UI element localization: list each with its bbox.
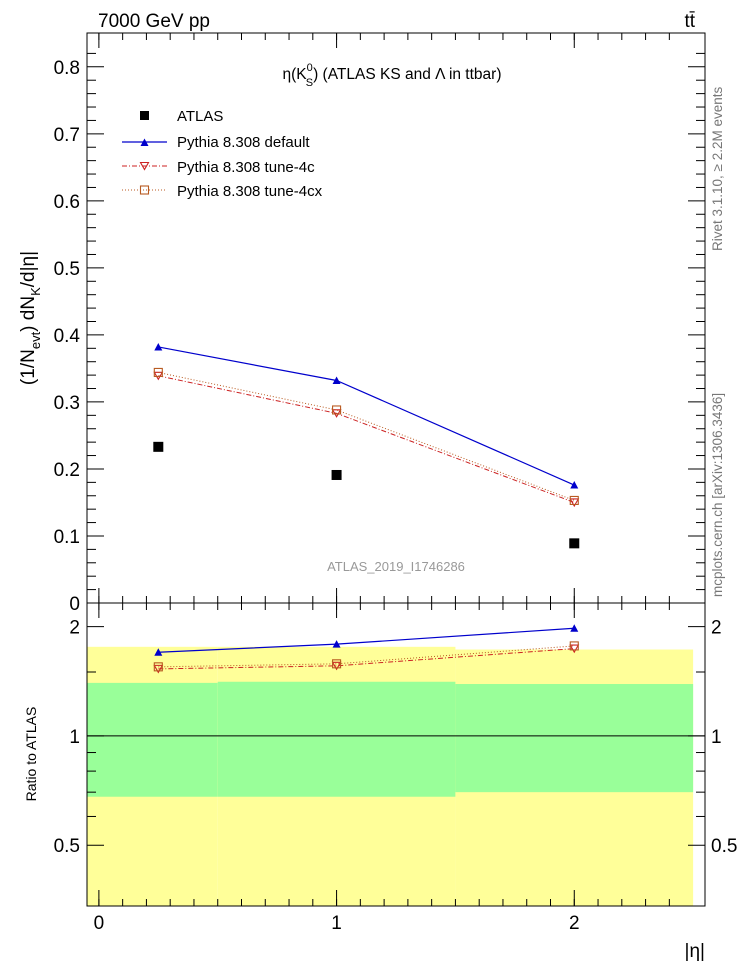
analysis-watermark: ATLAS_2019_I1746286 [327, 559, 465, 574]
ratio-ytick-label-left: 2 [69, 618, 80, 639]
main-point-default [570, 481, 579, 489]
ratio-ytick-label-left: 0.5 [54, 836, 80, 857]
main-point-atlas [153, 441, 164, 452]
ratio-band-inner [217, 681, 456, 797]
ratio-point-tune4cx [332, 659, 342, 669]
legend-default-label: Pythia 8.308 default [177, 134, 310, 151]
ratio-axis-ticks: 0.5 0.5 1 1 2 2 0 1 2 [54, 603, 737, 934]
main-point-atlas [569, 538, 580, 549]
ratio-frame [86, 602, 706, 907]
main-ytick-label: 0.4 [54, 326, 81, 347]
main-title: η(K0 S) (ATLAS KS and Λ in ttbar) [283, 62, 502, 89]
main-point-default [332, 376, 341, 384]
ratio-xtick-label: 1 [331, 913, 342, 934]
ratio-ylabel: Ratio to ATLAS [23, 707, 39, 802]
legend-default-marker [140, 138, 149, 146]
main-point-default [154, 342, 163, 351]
legend-atlas-marker [140, 111, 149, 120]
legend: ATLAS Pythia 8.308 default Pythia 8.308 … [122, 108, 323, 200]
main-ytick-label: 0.6 [54, 192, 80, 213]
ratio-series-line-tune4c [158, 648, 575, 670]
legend-atlas-label: ATLAS [177, 108, 223, 125]
main-ylabel-b-sub: K [28, 287, 43, 296]
legend-tune4cx-label: Pythia 8.308 tune-4cx [177, 183, 323, 200]
main-ylabel-a-sub: evt [28, 331, 43, 349]
process-label: tt̄ [684, 11, 695, 32]
main-ytick-label: 0.8 [54, 58, 80, 79]
main-point-tune4cx [332, 405, 342, 415]
main-title-pre: η(K [283, 66, 308, 83]
main-ylabel-b: ) dN [18, 296, 39, 332]
legend-tune4c-marker [139, 161, 150, 171]
ratio-uncertainty-bands [87, 646, 694, 906]
ratio-point-tune4cx [569, 641, 579, 651]
main-panel: 00.10.20.30.40.50.60.70.8 η(K0 S) (ATLAS … [18, 32, 706, 615]
main-ylabel-a: (1/N [18, 349, 39, 385]
main-point-tune4c [331, 409, 342, 418]
main-ytick-label: 0 [69, 594, 80, 615]
main-series-group [153, 342, 580, 549]
main-title-sub: S [306, 77, 313, 89]
ratio-point-tune4cx [153, 662, 163, 672]
main-point-tune4cx [153, 367, 163, 377]
legend-tune4cx-marker [139, 185, 150, 195]
legend-tune4c-label: Pythia 8.308 tune-4c [177, 159, 315, 176]
ratio-band-inner [455, 684, 694, 793]
ratio-ytick-label-right: 2 [711, 618, 722, 639]
main-series-line-tune4cx [158, 371, 575, 501]
main-point-tune4c [153, 371, 164, 381]
mcplots-label: mcplots.cern.ch [arXiv:1306.3436] [710, 393, 725, 597]
main-ytick-label: 0.7 [54, 125, 80, 146]
main-point-tune4cx [569, 495, 579, 506]
ratio-point-default [154, 648, 163, 656]
main-point-tune4c [569, 498, 580, 508]
ratio-band-inner [87, 682, 218, 797]
main-axis-ticks: 0 0.1 0.2 0.3 0.4 0.5 0.6 0.7 0.8 [54, 33, 705, 615]
ratio-point-default [570, 624, 579, 632]
ratio-point-tune4c [331, 661, 342, 671]
ratio-xlabel: |η| [685, 941, 705, 962]
ratio-ytick-label-right: 0.5 [711, 836, 737, 857]
main-ytick-label: 0.5 [54, 259, 80, 280]
main-ytick-label: 0.2 [54, 460, 80, 481]
ratio-xtick-label: 0 [94, 913, 105, 934]
main-ytick-label: 0.1 [54, 527, 80, 548]
main-ylabel: (1/Nevt) dNK/d|η| [18, 251, 43, 385]
main-title-sup: 0 [307, 62, 313, 74]
main-title-post: ) (ATLAS KS and Λ in ttbar) [313, 66, 501, 83]
main-series-line-tune4c [158, 375, 575, 503]
ratio-ytick-label-left: 1 [69, 727, 80, 748]
main-series-line-default [158, 346, 575, 486]
rivet-label: Rivet 3.1.10, ≥ 2.2M events [710, 87, 725, 251]
ratio-xtick-label: 2 [569, 913, 580, 934]
ratio-point-tune4c [569, 644, 580, 654]
ratio-point-tune4c [153, 664, 164, 674]
energy-label: 7000 GeV pp [98, 11, 210, 32]
ratio-panel: 0.5 0.5 1 1 2 2 0 1 2 Ratio to ATLAS |η| [23, 602, 737, 962]
ratio-ytick-label-right: 1 [711, 727, 722, 748]
ratio-point-default [332, 640, 341, 648]
main-ytick-label: 0.3 [54, 393, 80, 414]
main-ylabel-c: /d|η| [18, 251, 39, 287]
ratio-series-group [153, 624, 580, 674]
main-point-atlas [331, 469, 342, 480]
